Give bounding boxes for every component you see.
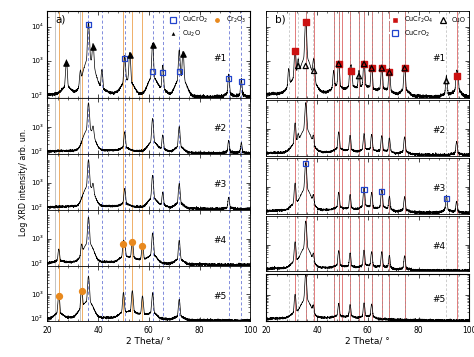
Point [302, 19, 310, 25]
Text: #3: #3 [433, 184, 446, 193]
X-axis label: 2 Theta/ °: 2 Theta/ ° [346, 337, 390, 346]
Point [386, 70, 393, 75]
Point [443, 78, 450, 84]
Point [360, 187, 368, 193]
Point [55, 293, 63, 298]
Point [378, 65, 385, 71]
Text: #5: #5 [433, 295, 446, 305]
Point [386, 70, 393, 75]
Point [378, 65, 385, 71]
Point [85, 21, 92, 27]
Point [89, 45, 97, 50]
Y-axis label: Log XRD intensity/ arb. un.: Log XRD intensity/ arb. un. [19, 128, 28, 236]
Point [368, 65, 375, 71]
Text: #5: #5 [214, 292, 227, 301]
Point [126, 52, 134, 58]
Point [139, 243, 146, 249]
Point [378, 188, 385, 194]
Point [159, 70, 166, 76]
Point [63, 60, 70, 65]
Point [335, 61, 343, 67]
Text: #2: #2 [433, 126, 446, 135]
Point [443, 196, 450, 202]
Point [368, 65, 375, 71]
Point [225, 76, 232, 82]
Point [355, 73, 363, 79]
Text: a): a) [55, 14, 66, 24]
Text: #1: #1 [214, 54, 227, 64]
Point [175, 69, 183, 74]
Point [401, 65, 409, 71]
Point [360, 61, 368, 67]
Point [149, 42, 156, 47]
Text: #4: #4 [214, 236, 227, 245]
Point [360, 61, 368, 67]
Point [121, 55, 128, 61]
Point [310, 68, 318, 74]
Point [302, 63, 310, 69]
Point [78, 288, 85, 294]
Point [149, 69, 156, 74]
Point [237, 79, 245, 84]
Point [179, 51, 187, 57]
Point [302, 161, 310, 166]
Point [401, 65, 409, 71]
Point [128, 240, 136, 245]
Text: #4: #4 [433, 242, 446, 251]
Text: #1: #1 [433, 54, 446, 63]
Point [294, 63, 302, 69]
Text: b): b) [274, 14, 285, 24]
Text: #3: #3 [214, 180, 227, 189]
Point [119, 241, 127, 247]
Legend: CuCr$_2$O$_4$, CuCrO$_2$, CuO: CuCr$_2$O$_4$, CuCrO$_2$, CuO [386, 12, 468, 41]
Point [347, 68, 355, 74]
Legend: CuCrO$_2$, Cu$_2$O, Cr$_2$O$_3$: CuCrO$_2$, Cu$_2$O, Cr$_2$O$_3$ [164, 12, 249, 41]
Point [335, 61, 343, 67]
Point [453, 73, 460, 79]
Text: #2: #2 [214, 125, 227, 134]
X-axis label: 2 Theta/ °: 2 Theta/ ° [127, 337, 171, 346]
Point [292, 48, 299, 54]
